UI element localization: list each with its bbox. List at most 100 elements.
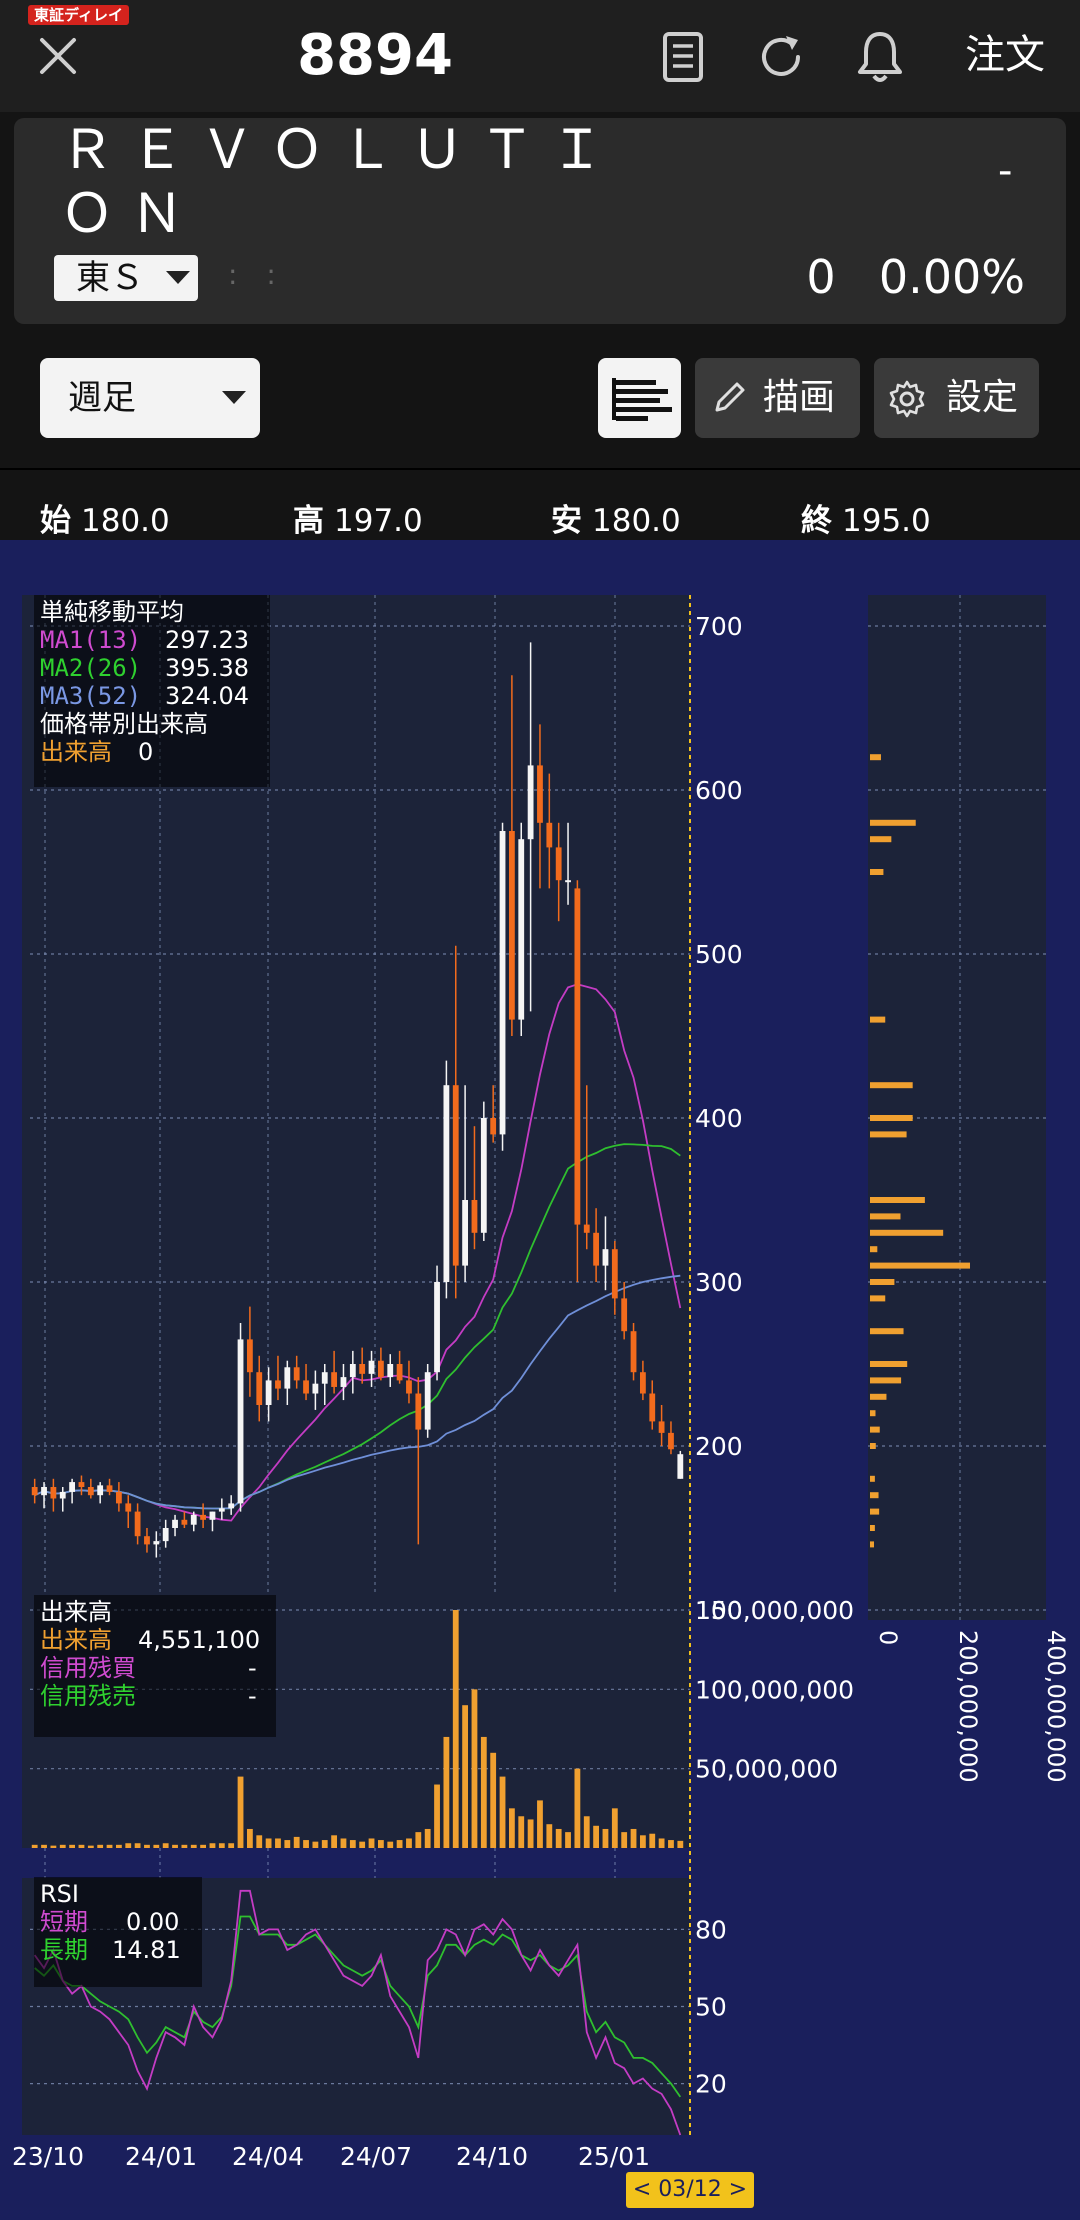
period-select[interactable]: 週足 (40, 358, 260, 438)
moving-average-lines (34, 983, 682, 1522)
volume-bar (452, 1610, 459, 1848)
candle-body (602, 1249, 609, 1266)
stock-name: ＲＥＶＯＬＵＴＩＯＮ (60, 118, 620, 245)
order-button[interactable]: 注文 (965, 32, 1045, 78)
candle-body (480, 1118, 487, 1233)
volume-bar (434, 1784, 440, 1848)
volume-bar (331, 1835, 338, 1848)
margin-sell-value: - (248, 1682, 257, 1710)
volume-bar (172, 1844, 178, 1848)
candle-body (565, 880, 571, 883)
ohlc-high: 高 197.0 (293, 503, 423, 539)
alert-button[interactable] (850, 26, 910, 88)
volume-bar (602, 1828, 609, 1848)
profile-volume-label: 出来高 (40, 738, 112, 766)
volume-legend: 出来高 出来高 4,551,100 信用残買 - 信用残売 - (34, 1595, 276, 1737)
candle-body (153, 1541, 160, 1545)
profile-bar (870, 1508, 880, 1515)
ma2-label: MA2(26) (40, 654, 141, 682)
volume-bar (611, 1808, 618, 1848)
candle-body (31, 1487, 38, 1496)
volume-bar (368, 1838, 375, 1848)
date-tick-label: 25/01 (578, 2142, 650, 2171)
volume-bar (190, 1844, 197, 1848)
candle-body (172, 1519, 178, 1528)
close-icon (40, 38, 76, 74)
profile-bar (870, 1115, 913, 1121)
candle-body (228, 1503, 235, 1509)
candle-body (87, 1487, 94, 1496)
close-button[interactable] (30, 28, 86, 84)
candle-body (237, 1339, 244, 1504)
candle-body (218, 1508, 225, 1512)
volume-bar (349, 1840, 356, 1848)
rsi-long-line (34, 1915, 682, 2098)
refresh-icon (762, 36, 800, 76)
candle-body (115, 1491, 122, 1504)
volume-bar (396, 1840, 403, 1848)
volume-bar (621, 1832, 628, 1848)
volume-bar (387, 1841, 394, 1848)
volume-bar (293, 1836, 300, 1848)
profile-plot-area (868, 595, 1046, 1620)
volume-bar (115, 1844, 122, 1848)
profile-bar (870, 1525, 875, 1531)
candle-body (256, 1372, 263, 1405)
profile-tick-label: 400,000,000 (1042, 1630, 1070, 1783)
candle-body (387, 1364, 394, 1378)
chevron-down-icon (222, 391, 246, 404)
candle-body (181, 1519, 188, 1525)
rsi-short-value: 0.00 (126, 1908, 179, 1936)
ma3-label: MA3(52) (40, 682, 141, 710)
volume-bar (377, 1840, 384, 1848)
exchange-select[interactable]: 東Ｓ (54, 255, 198, 301)
volume-bar (555, 1828, 562, 1848)
candle-body (452, 1085, 459, 1266)
ma2-value: 395.38 (165, 654, 249, 682)
volume-tick-label: 150,000,000 (695, 1596, 854, 1625)
settings-button[interactable]: 設定 (874, 358, 1039, 438)
refresh-button[interactable] (752, 28, 812, 86)
profile-bar (870, 1377, 902, 1384)
cursor-date-label[interactable]: < 03/12 > (626, 2172, 754, 2208)
price-tick-label: 100 (695, 1596, 743, 1625)
candle-body (41, 1487, 47, 1496)
rsi-title: RSI (40, 1880, 79, 1908)
date-tick-label: 23/10 (12, 2142, 84, 2171)
ma1-value: 297.23 (165, 626, 249, 654)
volume-bar (134, 1843, 141, 1848)
volume-bar (443, 1736, 450, 1848)
volume-bar (321, 1840, 328, 1848)
top-bar (0, 0, 1080, 112)
candle-body (303, 1380, 309, 1394)
price-tick-label: 500 (695, 940, 743, 969)
profile-bar (870, 1131, 907, 1138)
rsi-tick-label: 20 (695, 2070, 727, 2099)
candle-body (265, 1380, 272, 1405)
profile-bar (870, 1393, 887, 1400)
profile-bar (870, 1197, 925, 1203)
gear-icon (889, 380, 925, 418)
ma1-label: MA1(13) (40, 626, 141, 654)
volume-bar (508, 1808, 515, 1848)
ohlc-low: 安 180.0 (551, 503, 681, 539)
news-button[interactable] (655, 28, 711, 86)
price-profile-toggle[interactable] (598, 358, 681, 438)
volume-legend-title: 出来高 (40, 1598, 112, 1626)
candle-body (406, 1380, 412, 1394)
divider (0, 468, 1080, 470)
profile-bar (870, 1213, 901, 1220)
candle-body (415, 1393, 422, 1430)
draw-button[interactable]: 描画 (695, 358, 860, 438)
profile-bar (870, 754, 881, 761)
profile-bar (870, 1295, 886, 1302)
volume-bar (546, 1824, 553, 1848)
volume-bar (471, 1689, 478, 1848)
volume-bar (59, 1844, 66, 1848)
candle-body (630, 1331, 637, 1373)
profile-bar (870, 1082, 913, 1089)
profile-bar (870, 1443, 876, 1449)
candle-body (424, 1372, 431, 1430)
